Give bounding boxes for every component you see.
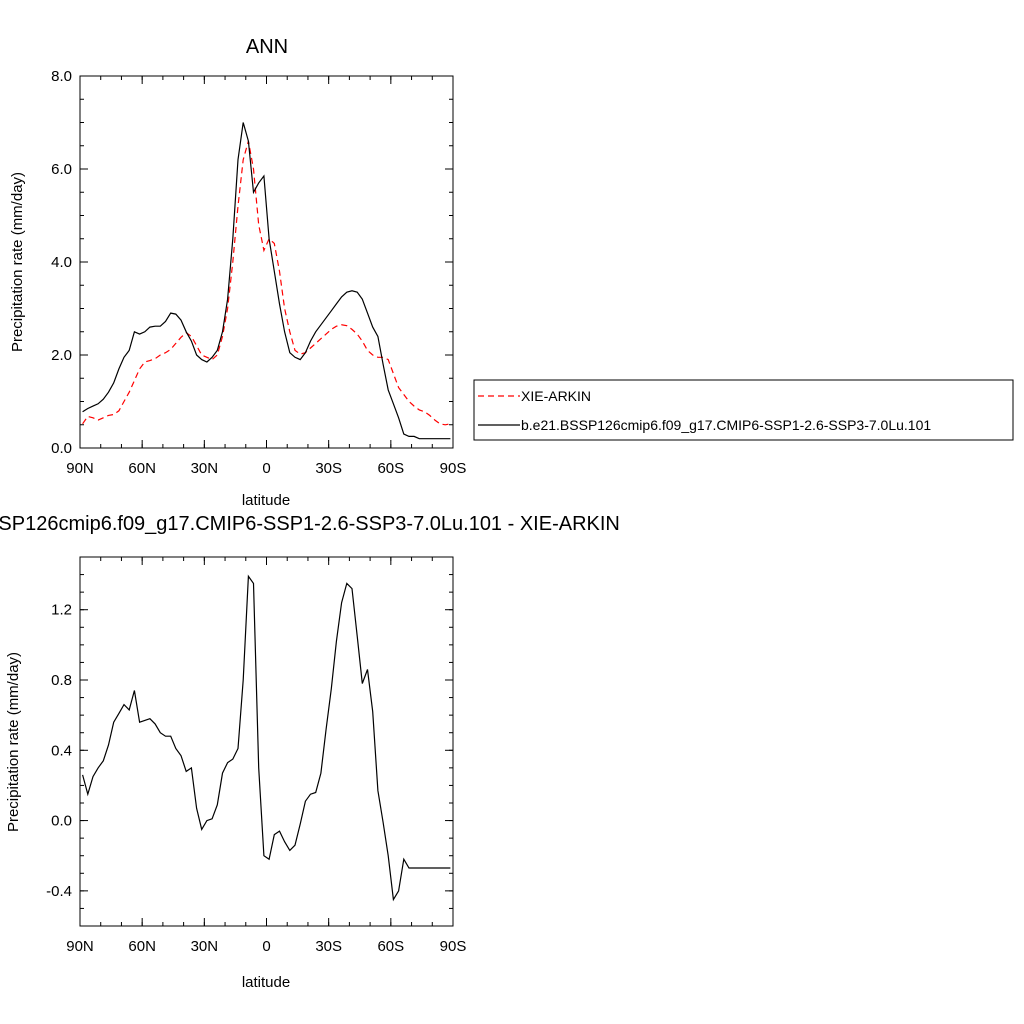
x-tick-label: 30S: [315, 460, 342, 477]
top-ticks: 90N 60N 30N 0 30S 60S 90S 0.0 2.0 4.0 6.0 8.0: [51, 68, 466, 477]
y-tick-label: 0.8: [51, 672, 72, 689]
legend-box: [473, 379, 1014, 441]
bottom-ticks: 90N 60N 30N 0 30S 60S 90S -0.4 0.0 0.4 0.8 1.2: [46, 556, 467, 955]
bottom-series-lines: [82, 574, 451, 902]
x-tick-label: 60S: [377, 938, 404, 955]
x-tick-label: 60N: [128, 460, 156, 477]
x-tick-label: 90N: [66, 460, 94, 477]
x-tick-label: 60S: [377, 460, 404, 477]
y-tick-label: 8.0: [51, 68, 72, 85]
x-tick-label: 60N: [128, 938, 156, 955]
bottom-chart-title: b.e21.BSSP126cmip6.f09_g17.CMIP6-SSP1-2.…: [0, 513, 620, 535]
top-plot-frame: [79, 75, 454, 449]
bottom-x-axis-title: latitude: [242, 974, 290, 991]
x-tick-label: 90S: [440, 938, 467, 955]
y-tick-label: 6.0: [51, 161, 72, 178]
top-chart-panel: ANN 90N 60N 30N 0 30S 60S 90S 0.0 2.0 4.0 6.0 8.0 l…: [9, 36, 466, 509]
x-tick-label: 0: [262, 460, 270, 477]
bottom-plot-frame: [79, 556, 454, 927]
top-x-axis-title: latitude: [242, 492, 290, 509]
top-chart-title: ANN: [246, 36, 288, 58]
y-tick-label: 4.0: [51, 254, 72, 271]
x-tick-label: 90S: [440, 460, 467, 477]
x-tick-label: 30N: [191, 938, 219, 955]
y-tick-label: 2.0: [51, 347, 72, 364]
y-tick-label: 0.0: [51, 813, 72, 830]
legend-label-xie-arkin: XIE-ARKIN: [521, 388, 591, 404]
legend-label-model: b.e21.BSSP126cmip6.f09_g17.CMIP6-SSP1-2.…: [521, 417, 931, 433]
y-tick-label: -0.4: [46, 883, 72, 900]
x-tick-label: 90N: [66, 938, 94, 955]
y-tick-label: 0.0: [51, 440, 72, 457]
legend: XIE-ARKIN b.e21.BSSP126cmip6.f09_g17.CMI…: [473, 379, 1014, 441]
y-tick-label: 0.4: [51, 742, 72, 759]
bottom-y-axis-title: Precipitation rate (mm/day): [5, 652, 22, 832]
series-line-1-0: [82, 574, 451, 902]
series-line-0-0: [82, 140, 451, 426]
series-line-0-1: [82, 122, 451, 440]
x-tick-label: 30S: [315, 938, 342, 955]
x-tick-label: 0: [262, 938, 270, 955]
top-series-lines: [82, 122, 451, 440]
x-tick-label: 30N: [191, 460, 219, 477]
top-y-axis-title: Precipitation rate (mm/day): [9, 172, 26, 352]
bottom-chart-panel: b.e21.BSSP126cmip6.f09_g17.CMIP6-SSP1-2.…: [0, 513, 620, 991]
y-tick-label: 1.2: [51, 602, 72, 619]
